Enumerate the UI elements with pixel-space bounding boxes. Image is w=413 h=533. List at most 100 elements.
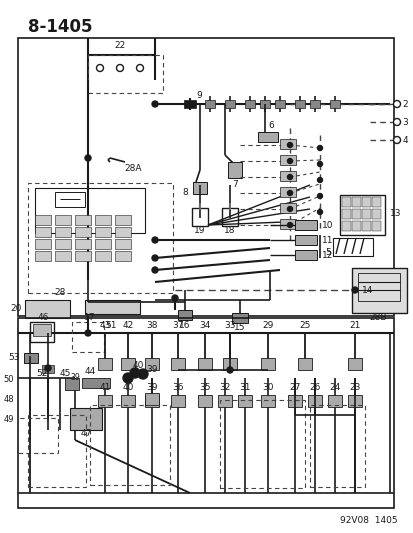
Bar bbox=[279, 203, 295, 213]
Text: 13: 13 bbox=[389, 208, 401, 217]
Bar bbox=[28, 183, 173, 293]
Text: 22: 22 bbox=[114, 41, 125, 50]
Text: 4: 4 bbox=[401, 135, 407, 144]
Text: 42: 42 bbox=[122, 321, 133, 330]
Circle shape bbox=[152, 101, 158, 107]
Circle shape bbox=[226, 367, 233, 373]
Bar bbox=[25, 300, 70, 318]
Bar bbox=[171, 358, 185, 370]
Text: 33: 33 bbox=[224, 321, 235, 330]
Circle shape bbox=[136, 64, 143, 71]
Circle shape bbox=[287, 222, 292, 228]
Bar bbox=[75, 239, 91, 249]
Bar bbox=[18, 418, 58, 453]
Text: 29: 29 bbox=[262, 321, 273, 330]
Bar bbox=[361, 221, 370, 231]
Bar bbox=[55, 227, 71, 237]
Bar bbox=[221, 208, 237, 226]
Bar bbox=[371, 221, 380, 231]
Text: 92V08  1405: 92V08 1405 bbox=[339, 516, 396, 525]
Text: 8: 8 bbox=[182, 188, 188, 197]
Circle shape bbox=[85, 155, 91, 161]
Bar bbox=[35, 215, 51, 225]
Bar bbox=[115, 251, 131, 261]
Text: 40: 40 bbox=[122, 384, 133, 392]
Bar bbox=[18, 318, 393, 508]
Bar bbox=[260, 358, 274, 370]
Bar bbox=[231, 313, 247, 323]
Bar bbox=[279, 219, 295, 229]
Bar bbox=[98, 358, 112, 370]
Bar bbox=[341, 209, 350, 219]
Text: 44: 44 bbox=[84, 367, 95, 376]
Bar bbox=[351, 209, 360, 219]
Bar bbox=[55, 251, 71, 261]
Bar bbox=[75, 251, 91, 261]
Bar bbox=[224, 100, 235, 108]
Bar bbox=[351, 268, 406, 313]
Bar bbox=[287, 395, 301, 407]
Bar bbox=[327, 395, 341, 407]
Text: 12: 12 bbox=[321, 251, 332, 260]
Text: 39: 39 bbox=[146, 366, 157, 375]
Text: 50: 50 bbox=[3, 376, 14, 384]
Bar bbox=[351, 197, 360, 207]
Bar bbox=[192, 182, 206, 194]
Text: 20: 20 bbox=[11, 303, 22, 312]
Bar bbox=[347, 358, 361, 370]
Text: 32: 32 bbox=[219, 384, 230, 392]
Circle shape bbox=[317, 209, 322, 214]
Text: 15: 15 bbox=[234, 324, 245, 333]
Circle shape bbox=[317, 161, 322, 166]
Circle shape bbox=[138, 369, 147, 379]
Text: 43: 43 bbox=[99, 321, 110, 330]
Circle shape bbox=[152, 237, 158, 243]
Bar bbox=[145, 395, 159, 407]
Bar bbox=[24, 353, 38, 363]
Bar bbox=[218, 395, 231, 407]
Bar bbox=[178, 310, 192, 320]
Bar bbox=[90, 405, 170, 485]
Text: 28A: 28A bbox=[124, 164, 141, 173]
Bar bbox=[371, 209, 380, 219]
Bar bbox=[115, 239, 131, 249]
Bar bbox=[228, 162, 242, 178]
Circle shape bbox=[392, 101, 399, 108]
Bar bbox=[70, 408, 102, 430]
Text: ||: || bbox=[197, 203, 202, 209]
Circle shape bbox=[45, 365, 51, 371]
Bar bbox=[75, 215, 91, 225]
Bar bbox=[341, 197, 350, 207]
Circle shape bbox=[317, 177, 322, 182]
Bar bbox=[339, 195, 384, 235]
Text: 8-1405: 8-1405 bbox=[28, 18, 92, 36]
Bar bbox=[121, 395, 135, 407]
Bar bbox=[145, 358, 159, 370]
Circle shape bbox=[392, 118, 399, 125]
Bar bbox=[297, 358, 311, 370]
Text: 48: 48 bbox=[3, 395, 14, 405]
Text: 16: 16 bbox=[179, 320, 190, 329]
Bar bbox=[371, 197, 380, 207]
Text: 23: 23 bbox=[349, 384, 360, 392]
Bar bbox=[192, 208, 207, 226]
Text: 52: 52 bbox=[36, 369, 47, 378]
Text: 2: 2 bbox=[401, 100, 407, 109]
Bar bbox=[294, 235, 316, 245]
Circle shape bbox=[130, 368, 140, 378]
Circle shape bbox=[287, 142, 292, 148]
Text: 37: 37 bbox=[172, 321, 183, 330]
Text: 38: 38 bbox=[146, 321, 157, 330]
Bar bbox=[95, 239, 111, 249]
Bar bbox=[223, 358, 236, 370]
Text: 49: 49 bbox=[3, 416, 14, 424]
Text: 14: 14 bbox=[361, 286, 373, 295]
Text: 45: 45 bbox=[59, 368, 71, 377]
Bar bbox=[361, 197, 370, 207]
Bar bbox=[260, 395, 274, 407]
Bar bbox=[145, 393, 159, 405]
Bar bbox=[35, 239, 51, 249]
Circle shape bbox=[123, 373, 133, 383]
Bar bbox=[219, 400, 304, 488]
Bar bbox=[82, 378, 110, 388]
